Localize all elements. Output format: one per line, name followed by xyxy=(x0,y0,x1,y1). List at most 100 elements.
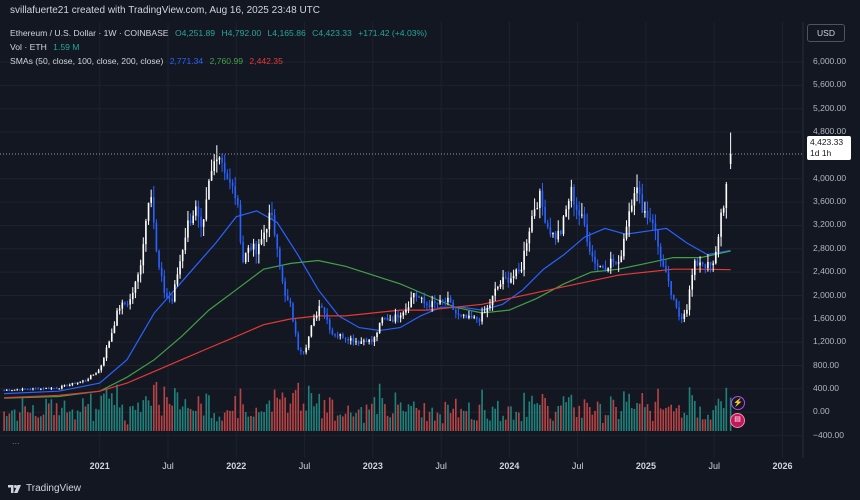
candle-body xyxy=(16,389,19,391)
candle-body xyxy=(208,180,210,200)
candle-body xyxy=(402,312,405,316)
candle-body xyxy=(226,173,229,180)
volume-bar xyxy=(470,419,473,431)
candle-body xyxy=(649,218,651,220)
candle-body xyxy=(221,157,223,163)
volume-bar xyxy=(171,405,173,431)
volume-bar xyxy=(607,415,609,431)
volume-bar xyxy=(326,412,328,431)
candle-body xyxy=(210,171,213,181)
volume-bar xyxy=(105,388,108,431)
candle-body xyxy=(242,241,244,262)
volume-bar xyxy=(486,418,489,431)
candle-body xyxy=(636,187,638,194)
candle-body xyxy=(426,303,428,305)
candle-body xyxy=(110,333,113,342)
volume-bar xyxy=(397,404,399,431)
volume-bar xyxy=(255,407,258,431)
volume-bar xyxy=(289,403,292,431)
volume-bar xyxy=(386,415,389,431)
candle-body xyxy=(150,197,152,203)
volume-bar xyxy=(87,403,89,431)
us-flag-event-icon[interactable]: ▤ xyxy=(730,413,745,428)
volume-bar xyxy=(633,408,636,431)
volume-bar xyxy=(554,411,557,431)
volume-bar xyxy=(575,417,578,431)
volume-bar xyxy=(604,415,607,431)
sma-line-50 xyxy=(4,210,731,395)
volume-bar xyxy=(129,406,131,431)
volume-bar xyxy=(202,415,205,431)
candle-body xyxy=(654,223,657,231)
volume-bar xyxy=(391,413,394,431)
x-tick-label: 2026 xyxy=(772,461,793,471)
volume-bar xyxy=(200,403,202,431)
volume-bar xyxy=(405,411,407,431)
volume-bar xyxy=(675,408,678,431)
candle-body xyxy=(286,295,289,301)
candle-body xyxy=(599,266,602,268)
candle-body xyxy=(202,219,205,227)
candle-body xyxy=(399,315,402,318)
volume-bar xyxy=(376,414,378,431)
volume-bar xyxy=(294,389,297,431)
volume-bar xyxy=(55,403,58,431)
candle-body xyxy=(24,388,26,390)
candle-body xyxy=(281,266,284,282)
volume-bar xyxy=(279,399,281,431)
volume-bar xyxy=(436,412,439,431)
volume-bar xyxy=(118,407,121,431)
y-tick-label: 4,800.00 xyxy=(813,126,847,137)
candle-body xyxy=(497,286,499,289)
candle-body xyxy=(418,296,420,298)
candle-body xyxy=(672,295,675,300)
candle-body xyxy=(638,187,641,195)
sma-row: SMAs (50, close, 100, close, 200, close)… xyxy=(10,54,427,68)
candle-body xyxy=(433,301,436,303)
candle-body xyxy=(575,204,578,210)
volume-bar xyxy=(223,412,226,431)
candle-body xyxy=(567,200,570,210)
high-value: H4,792.00 xyxy=(221,28,262,38)
volume-bar xyxy=(139,412,142,431)
volume-bar xyxy=(596,401,599,431)
candle-body xyxy=(523,250,525,270)
candle-body xyxy=(79,381,82,383)
candle-body xyxy=(331,329,334,335)
volume-bar xyxy=(651,420,654,431)
volume-bar xyxy=(384,404,386,431)
volume-bar xyxy=(709,419,712,431)
candle-body xyxy=(187,220,189,238)
lightning-event-icon[interactable]: ⚡ xyxy=(731,396,745,410)
y-tick-label: 1,600.00 xyxy=(813,312,847,323)
candle-body xyxy=(323,307,326,314)
volume-bar xyxy=(567,397,570,431)
volume-bar xyxy=(95,408,97,431)
volume-bar xyxy=(394,392,397,431)
candle-body xyxy=(300,349,302,352)
candle-body xyxy=(302,351,305,353)
open-value: O4,251.89 xyxy=(174,28,216,38)
volume-label[interactable]: Vol · ETH xyxy=(10,42,47,52)
candle-body xyxy=(68,384,71,387)
volume-bar xyxy=(389,417,391,431)
symbol-label[interactable]: Ethereum / U.S. Dollar · 1W · COINBASE xyxy=(10,28,169,38)
candle-body xyxy=(29,389,32,391)
currency-button[interactable]: USD xyxy=(807,24,845,42)
candle-body xyxy=(415,293,418,297)
candle-body xyxy=(623,238,625,257)
candle-body xyxy=(412,293,415,298)
y-tick-label: 3,600.00 xyxy=(813,196,847,207)
candle-body xyxy=(50,387,53,389)
volume-bar xyxy=(263,412,265,431)
sma-label[interactable]: SMAs (50, close, 100, close, 200, close) xyxy=(10,56,164,66)
candle-body xyxy=(405,309,407,313)
volume-bar xyxy=(50,399,53,431)
price-chart[interactable] xyxy=(0,22,860,458)
volume-bar xyxy=(181,406,184,431)
volume-bar xyxy=(507,406,510,431)
candle-body xyxy=(596,263,599,267)
volume-bar xyxy=(426,421,428,431)
candle-body xyxy=(97,370,100,374)
more-indicators-button[interactable]: ... xyxy=(12,436,20,446)
